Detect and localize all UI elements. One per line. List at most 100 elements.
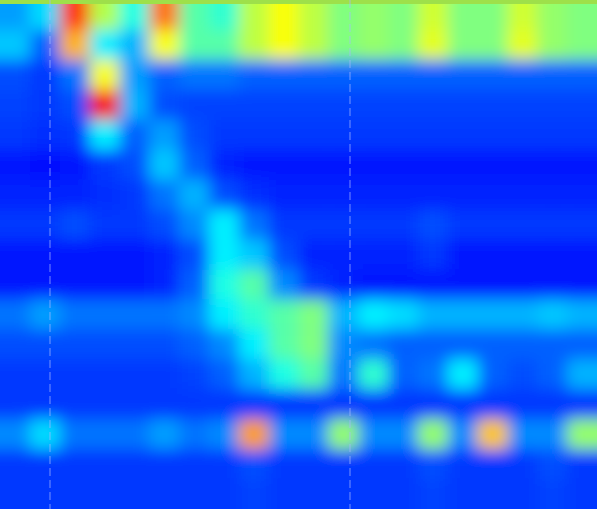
cell xyxy=(90,0,120,30)
cell xyxy=(507,0,537,30)
cell xyxy=(179,30,209,60)
cell xyxy=(448,120,478,150)
cell xyxy=(209,269,239,299)
cell xyxy=(388,90,418,120)
cell xyxy=(388,180,418,210)
cell xyxy=(358,419,388,449)
cell xyxy=(537,150,567,180)
cell xyxy=(269,479,299,509)
cell xyxy=(30,359,60,389)
cell xyxy=(90,299,120,329)
cell xyxy=(179,0,209,30)
cell xyxy=(0,0,30,30)
cell xyxy=(299,329,329,359)
cell xyxy=(478,90,508,120)
cell xyxy=(507,419,537,449)
cell xyxy=(328,120,358,150)
cell xyxy=(119,150,149,180)
cell xyxy=(478,479,508,509)
cell xyxy=(478,0,508,30)
cell xyxy=(388,210,418,240)
cell xyxy=(358,269,388,299)
cell xyxy=(537,240,567,270)
heatmap xyxy=(0,0,597,509)
cell xyxy=(239,30,269,60)
cell xyxy=(269,150,299,180)
cell xyxy=(388,150,418,180)
cell xyxy=(388,359,418,389)
cell xyxy=(358,479,388,509)
cell xyxy=(179,479,209,509)
cell xyxy=(239,269,269,299)
cell xyxy=(418,120,448,150)
cell xyxy=(0,60,30,90)
cell xyxy=(418,479,448,509)
cell xyxy=(418,60,448,90)
cell xyxy=(90,449,120,479)
cell xyxy=(358,240,388,270)
cell xyxy=(358,30,388,60)
cell xyxy=(328,329,358,359)
cell xyxy=(119,269,149,299)
cell xyxy=(179,240,209,270)
cell xyxy=(209,359,239,389)
cell xyxy=(30,60,60,90)
cell xyxy=(119,329,149,359)
cell xyxy=(209,449,239,479)
cell xyxy=(0,359,30,389)
cell xyxy=(209,329,239,359)
cell xyxy=(119,0,149,30)
cell xyxy=(299,419,329,449)
cell xyxy=(179,299,209,329)
cell xyxy=(299,60,329,90)
cell xyxy=(328,90,358,120)
cell xyxy=(328,150,358,180)
cell xyxy=(507,269,537,299)
cell xyxy=(299,0,329,30)
cell xyxy=(269,269,299,299)
cell xyxy=(537,299,567,329)
cell xyxy=(209,30,239,60)
cell xyxy=(0,120,30,150)
cell xyxy=(179,269,209,299)
cell xyxy=(60,449,90,479)
cell xyxy=(358,150,388,180)
cell xyxy=(328,359,358,389)
cell xyxy=(90,359,120,389)
cell xyxy=(179,180,209,210)
cell xyxy=(30,329,60,359)
cell xyxy=(358,389,388,419)
cell xyxy=(478,180,508,210)
cell xyxy=(149,240,179,270)
cell xyxy=(119,30,149,60)
cell xyxy=(299,150,329,180)
cell xyxy=(179,389,209,419)
cell xyxy=(448,359,478,389)
cell xyxy=(537,60,567,90)
cell xyxy=(537,419,567,449)
cell xyxy=(149,329,179,359)
cell xyxy=(0,240,30,270)
cell xyxy=(388,299,418,329)
cell xyxy=(299,90,329,120)
cell xyxy=(537,389,567,419)
cell xyxy=(30,269,60,299)
cell xyxy=(60,389,90,419)
cell xyxy=(30,30,60,60)
cell xyxy=(567,90,597,120)
cell xyxy=(239,0,269,30)
cell xyxy=(478,359,508,389)
cell xyxy=(209,240,239,270)
cell xyxy=(567,329,597,359)
plot-area xyxy=(0,0,597,509)
cell xyxy=(448,419,478,449)
cell xyxy=(269,449,299,479)
cell xyxy=(149,180,179,210)
cell xyxy=(90,30,120,60)
cell xyxy=(90,329,120,359)
cell xyxy=(478,419,508,449)
cell xyxy=(299,269,329,299)
cell xyxy=(30,419,60,449)
cell xyxy=(30,299,60,329)
cell xyxy=(328,269,358,299)
